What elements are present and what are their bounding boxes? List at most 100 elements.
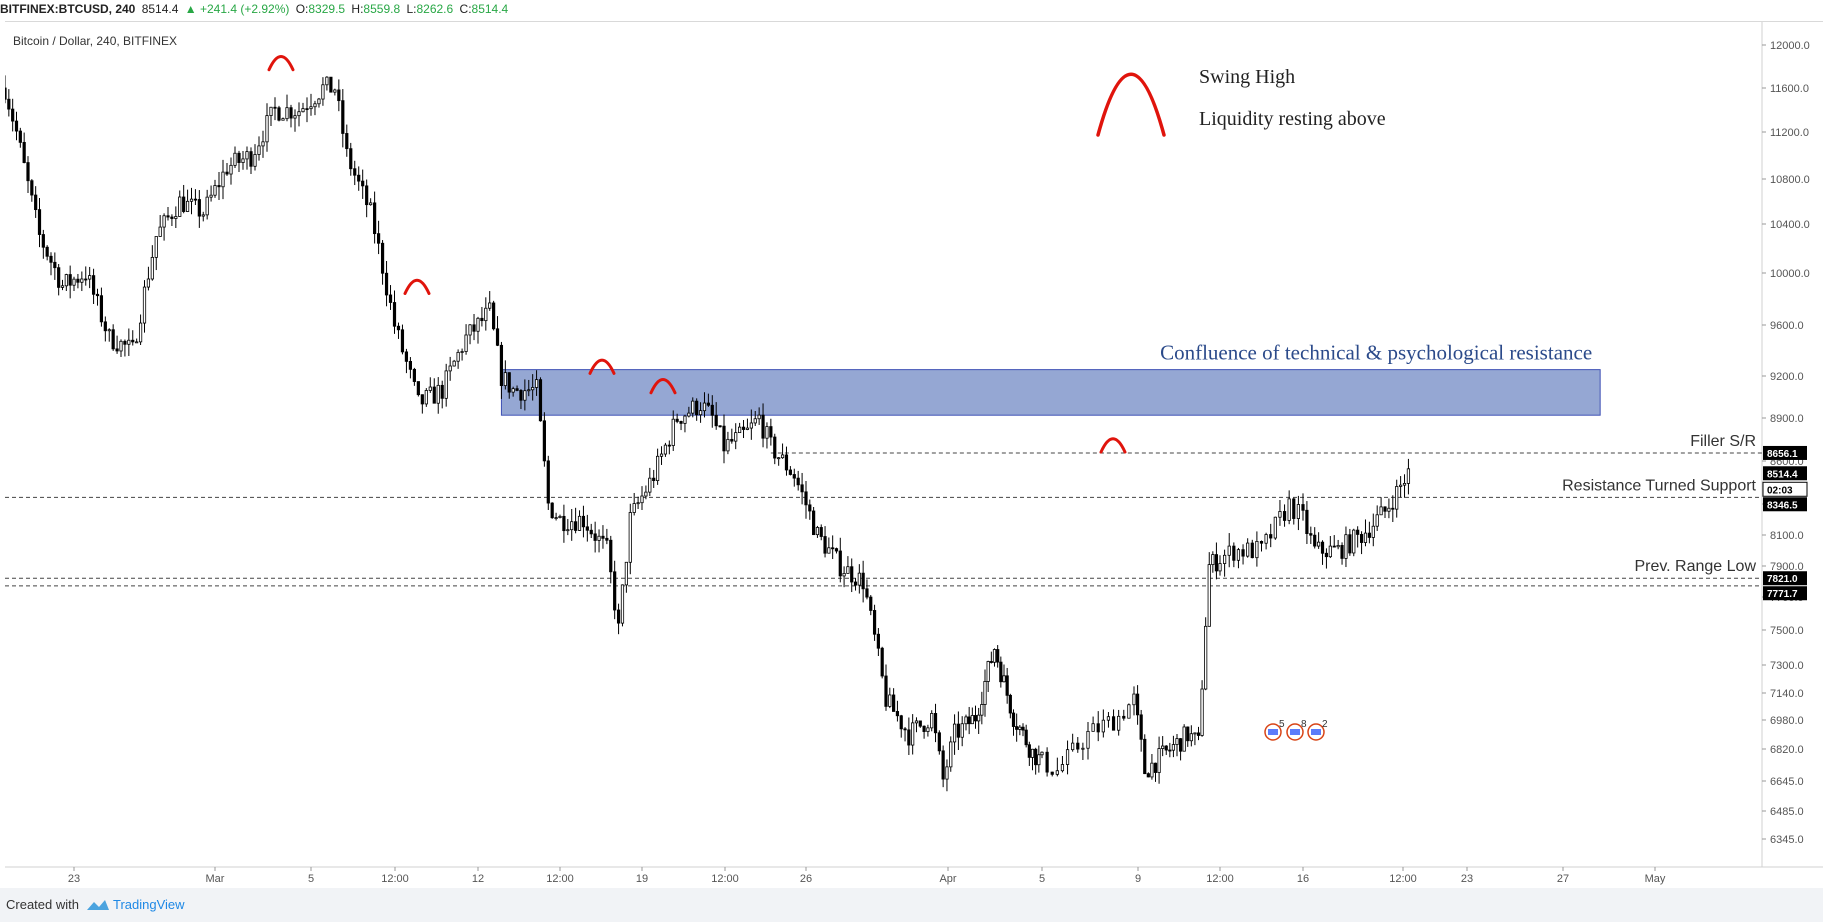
candle-body (892, 694, 896, 712)
tradingview-logo-icon (87, 900, 109, 910)
resistance-zone[interactable] (500, 369, 1601, 416)
candle-body (1269, 534, 1273, 539)
candle-body (640, 495, 644, 504)
candle-body (679, 421, 683, 424)
candle-body (313, 103, 317, 108)
candle-body (273, 106, 277, 109)
price-label: 8656.1 (1767, 449, 1798, 460)
candle-body (135, 341, 139, 344)
candle-body (1273, 516, 1277, 539)
candle-body (842, 572, 846, 577)
price-chart[interactable]: 12000.0 11600.0 11200.0 10800.0 10400.0 10000… (5, 22, 1823, 889)
candle-body (1236, 549, 1241, 561)
candle-body (289, 107, 293, 119)
candle-body (964, 716, 968, 725)
candle-body (1211, 554, 1215, 566)
candle-body (448, 365, 452, 372)
candle-body (834, 548, 839, 552)
candle-body (1096, 723, 1100, 733)
candle-body (550, 502, 554, 519)
flag-icon (1268, 729, 1278, 735)
candle-body (440, 384, 444, 399)
candle-body (1301, 504, 1305, 511)
candle-body (436, 384, 440, 404)
candle-body (1287, 498, 1291, 521)
candle-body (1071, 742, 1075, 751)
candle-body (1232, 545, 1236, 561)
candle-body (983, 681, 987, 705)
candle-body (515, 388, 519, 391)
candle-body (519, 390, 523, 401)
candle-body (1182, 726, 1186, 752)
candle-body (683, 415, 687, 424)
candle-body (373, 202, 377, 235)
candle-body (142, 286, 147, 324)
candle-body (918, 720, 922, 727)
candle-body (1015, 726, 1019, 730)
tradingview-brand[interactable]: TradingView (113, 897, 185, 912)
candle-body (1076, 742, 1080, 750)
candle-body (1264, 534, 1268, 544)
candle-body (1332, 545, 1336, 548)
candle-body (365, 185, 369, 206)
candle-body (261, 141, 265, 147)
candle-body (1227, 545, 1231, 556)
candle-body (1101, 719, 1105, 733)
candle-body (538, 379, 543, 422)
candle-body (827, 547, 831, 554)
price-change: ▲ +241.4 (+2.92%) (184, 2, 290, 16)
candle-body (301, 108, 305, 113)
time-tick-label: 23 (68, 873, 80, 885)
candle-body (753, 418, 757, 424)
candle-body (68, 274, 72, 286)
candle-body (95, 293, 100, 297)
candle-body (111, 329, 115, 350)
candle-body (523, 390, 527, 401)
zone-label: Confluence of technical & psychological … (1160, 341, 1592, 365)
candle-body (884, 675, 888, 707)
price-tick-label: 6980.0 (1770, 715, 1804, 727)
time-tick-label: 12 (472, 873, 484, 885)
candle-body (1296, 504, 1300, 519)
candle-body (209, 194, 213, 198)
candle-body (404, 351, 409, 362)
candle-body (388, 294, 393, 303)
candle-body (1040, 751, 1044, 756)
high-label: H: (351, 2, 364, 16)
candle-body (792, 474, 796, 479)
candle-body (197, 199, 201, 217)
price-tick-label: 10800.0 (1770, 174, 1810, 186)
candle-body (1200, 688, 1204, 736)
candle-body (1117, 715, 1121, 731)
candle-body (1027, 744, 1031, 758)
candle-body (166, 215, 170, 218)
price-label-box (1763, 497, 1807, 512)
candle-body (865, 588, 869, 598)
candle-body (72, 278, 76, 286)
candle-body (937, 732, 941, 752)
candle-body (562, 515, 566, 532)
candle-body (1045, 751, 1049, 773)
candle-body (1168, 749, 1172, 752)
chart-pane[interactable]: 12000.0 11600.0 11200.0 10800.0 10400.0 10000… (5, 21, 1823, 889)
candle-body (745, 427, 750, 430)
candle-body (37, 209, 42, 235)
candle-body (804, 491, 808, 506)
candle-body (53, 261, 57, 269)
candle-body (808, 504, 812, 512)
candle-body (597, 535, 601, 541)
candle-body (922, 725, 926, 732)
candle-body (233, 152, 237, 166)
candle-body (185, 200, 190, 212)
candle-body (182, 196, 186, 212)
time-tick-label: Mar (206, 873, 225, 885)
candle-body (671, 418, 675, 446)
candle-body (1282, 511, 1287, 521)
candle-body (131, 339, 135, 343)
candle-body (899, 715, 903, 730)
candle-body (710, 404, 714, 416)
candle-body (1204, 625, 1208, 690)
candle-body (992, 649, 997, 663)
price-label-box (1763, 445, 1807, 460)
candle-body (903, 728, 907, 731)
